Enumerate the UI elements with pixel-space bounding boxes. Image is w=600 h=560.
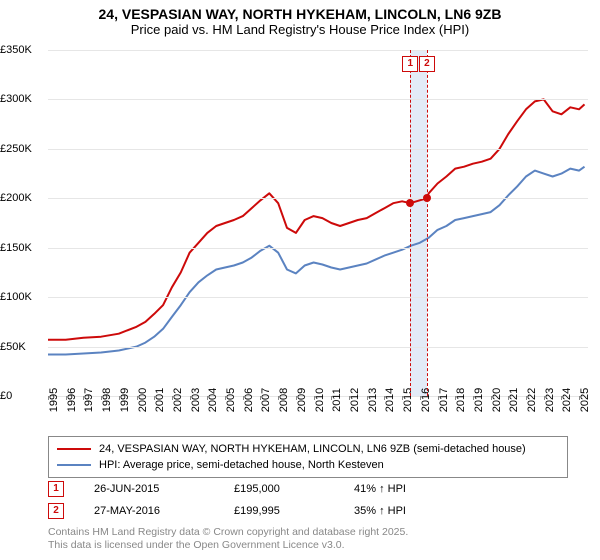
x-axis-label: 1999 [119, 388, 131, 412]
gridline-h [48, 347, 588, 348]
y-axis-label: £250K [0, 143, 48, 155]
legend-row: 24, VESPASIAN WAY, NORTH HYKEHAM, LINCOL… [57, 441, 559, 457]
sales-row-hpi: 35% ↑ HPI [354, 505, 474, 517]
legend-swatch [57, 448, 91, 450]
x-axis-label: 2022 [526, 388, 538, 412]
y-axis-label: £300K [0, 93, 48, 105]
x-axis-label: 1997 [83, 388, 95, 412]
attribution: Contains HM Land Registry data © Crown c… [48, 526, 408, 552]
x-axis-label: 1998 [101, 388, 113, 412]
gridline-h [48, 198, 588, 199]
y-axis-label: £200K [0, 192, 48, 204]
title-block: 24, VESPASIAN WAY, NORTH HYKEHAM, LINCOL… [0, 0, 600, 37]
y-axis-label: £50K [0, 341, 48, 353]
sales-row-hpi: 41% ↑ HPI [354, 483, 474, 495]
sales-table: 1 26-JUN-2015£195,00041% ↑ HPI 2 27-MAY-201… [48, 478, 474, 522]
x-axis-label: 2020 [491, 388, 503, 412]
x-axis-label: 2018 [455, 388, 467, 412]
sale-dot [423, 194, 431, 202]
gridline-h [48, 248, 588, 249]
attribution-line1: Contains HM Land Registry data © Crown c… [48, 526, 408, 539]
x-axis-label: 1995 [48, 388, 60, 412]
legend-box: 24, VESPASIAN WAY, NORTH HYKEHAM, LINCOL… [48, 436, 568, 478]
sales-row-date: 27-MAY-2016 [94, 505, 234, 517]
x-axis-label: 2007 [260, 388, 272, 412]
sales-row-price: £199,995 [234, 505, 354, 517]
series-price_paid [48, 99, 585, 339]
sale-marker-line [427, 50, 428, 396]
attribution-line2: This data is licensed under the Open Gov… [48, 539, 408, 552]
legend-swatch [57, 464, 91, 466]
x-axis-label: 1996 [66, 388, 78, 412]
y-axis-label: £350K [0, 44, 48, 56]
sale-dot [406, 199, 414, 207]
sales-row: 2 27-MAY-2016£199,99535% ↑ HPI [48, 500, 474, 522]
gridline-h [48, 297, 588, 298]
y-axis-label: £0 [0, 390, 48, 402]
x-axis-label: 2008 [278, 388, 290, 412]
x-axis-label: 2001 [154, 388, 166, 412]
gridline-h [48, 149, 588, 150]
x-axis-label: 2016 [420, 388, 432, 412]
sale-marker-badge: 1 [402, 56, 418, 72]
x-axis-label: 2015 [402, 388, 414, 412]
x-axis-label: 2024 [561, 388, 573, 412]
plot-area: £0£50K£100K£150K£200K£250K£300K£350K1995… [48, 50, 588, 396]
y-axis-label: £100K [0, 291, 48, 303]
sales-row-price: £195,000 [234, 483, 354, 495]
sales-row-badge: 1 [48, 481, 64, 497]
y-axis-label: £150K [0, 242, 48, 254]
sale-marker-badge: 2 [419, 56, 435, 72]
sales-row-badge: 2 [48, 503, 64, 519]
x-axis-label: 2000 [137, 388, 149, 412]
x-axis-label: 2013 [367, 388, 379, 412]
x-axis-label: 2009 [296, 388, 308, 412]
x-axis-label: 2021 [508, 388, 520, 412]
x-axis-label: 2012 [349, 388, 361, 412]
x-axis-label: 2025 [579, 388, 591, 412]
title-sub: Price paid vs. HM Land Registry's House … [0, 22, 600, 37]
x-axis-label: 2005 [225, 388, 237, 412]
title-main: 24, VESPASIAN WAY, NORTH HYKEHAM, LINCOL… [0, 6, 600, 22]
x-axis-label: 2017 [438, 388, 450, 412]
x-axis-label: 2023 [544, 388, 556, 412]
chart-container: 24, VESPASIAN WAY, NORTH HYKEHAM, LINCOL… [0, 0, 600, 560]
gridline-h [48, 99, 588, 100]
series-svg [48, 50, 588, 396]
x-axis-label: 2004 [207, 388, 219, 412]
gridline-h [48, 50, 588, 51]
sales-row-date: 26-JUN-2015 [94, 483, 234, 495]
x-axis-label: 2003 [190, 388, 202, 412]
x-axis-label: 2010 [314, 388, 326, 412]
legend-row: HPI: Average price, semi-detached house,… [57, 457, 559, 473]
sales-row: 1 26-JUN-2015£195,00041% ↑ HPI [48, 478, 474, 500]
x-axis-label: 2006 [243, 388, 255, 412]
legend-label: HPI: Average price, semi-detached house,… [99, 459, 384, 471]
x-axis-label: 2014 [384, 388, 396, 412]
legend-label: 24, VESPASIAN WAY, NORTH HYKEHAM, LINCOL… [99, 443, 526, 455]
series-hpi [48, 167, 585, 355]
sale-marker-line [410, 50, 411, 396]
x-axis-label: 2002 [172, 388, 184, 412]
x-axis-label: 2011 [331, 388, 343, 412]
x-axis-label: 2019 [473, 388, 485, 412]
